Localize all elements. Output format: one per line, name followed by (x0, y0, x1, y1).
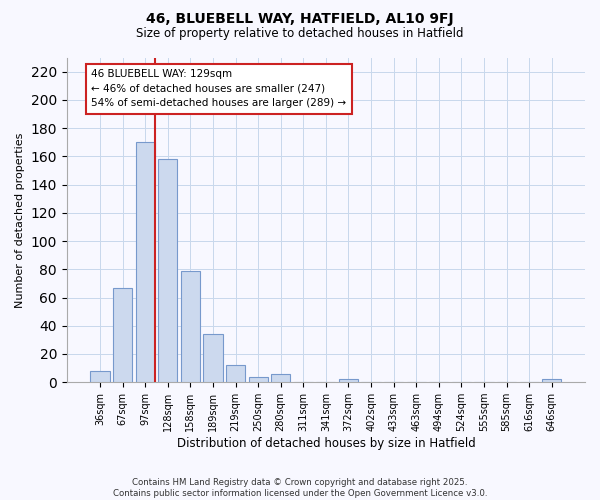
Text: Contains HM Land Registry data © Crown copyright and database right 2025.
Contai: Contains HM Land Registry data © Crown c… (113, 478, 487, 498)
Bar (136, 142, 155, 382)
Text: Size of property relative to detached houses in Hatfield: Size of property relative to detached ho… (136, 28, 464, 40)
Bar (113, 288, 132, 382)
Text: 46 BLUEBELL WAY: 129sqm
← 46% of detached houses are smaller (247)
54% of semi-d: 46 BLUEBELL WAY: 129sqm ← 46% of detache… (91, 69, 346, 108)
Bar (181, 270, 200, 382)
Bar (339, 380, 358, 382)
Bar (91, 371, 110, 382)
Text: 46, BLUEBELL WAY, HATFIELD, AL10 9FJ: 46, BLUEBELL WAY, HATFIELD, AL10 9FJ (146, 12, 454, 26)
Bar (271, 374, 290, 382)
Bar (203, 334, 223, 382)
Bar (226, 366, 245, 382)
Bar (158, 159, 178, 382)
Y-axis label: Number of detached properties: Number of detached properties (15, 132, 25, 308)
Bar (542, 380, 562, 382)
X-axis label: Distribution of detached houses by size in Hatfield: Distribution of detached houses by size … (176, 437, 475, 450)
Bar (248, 376, 268, 382)
